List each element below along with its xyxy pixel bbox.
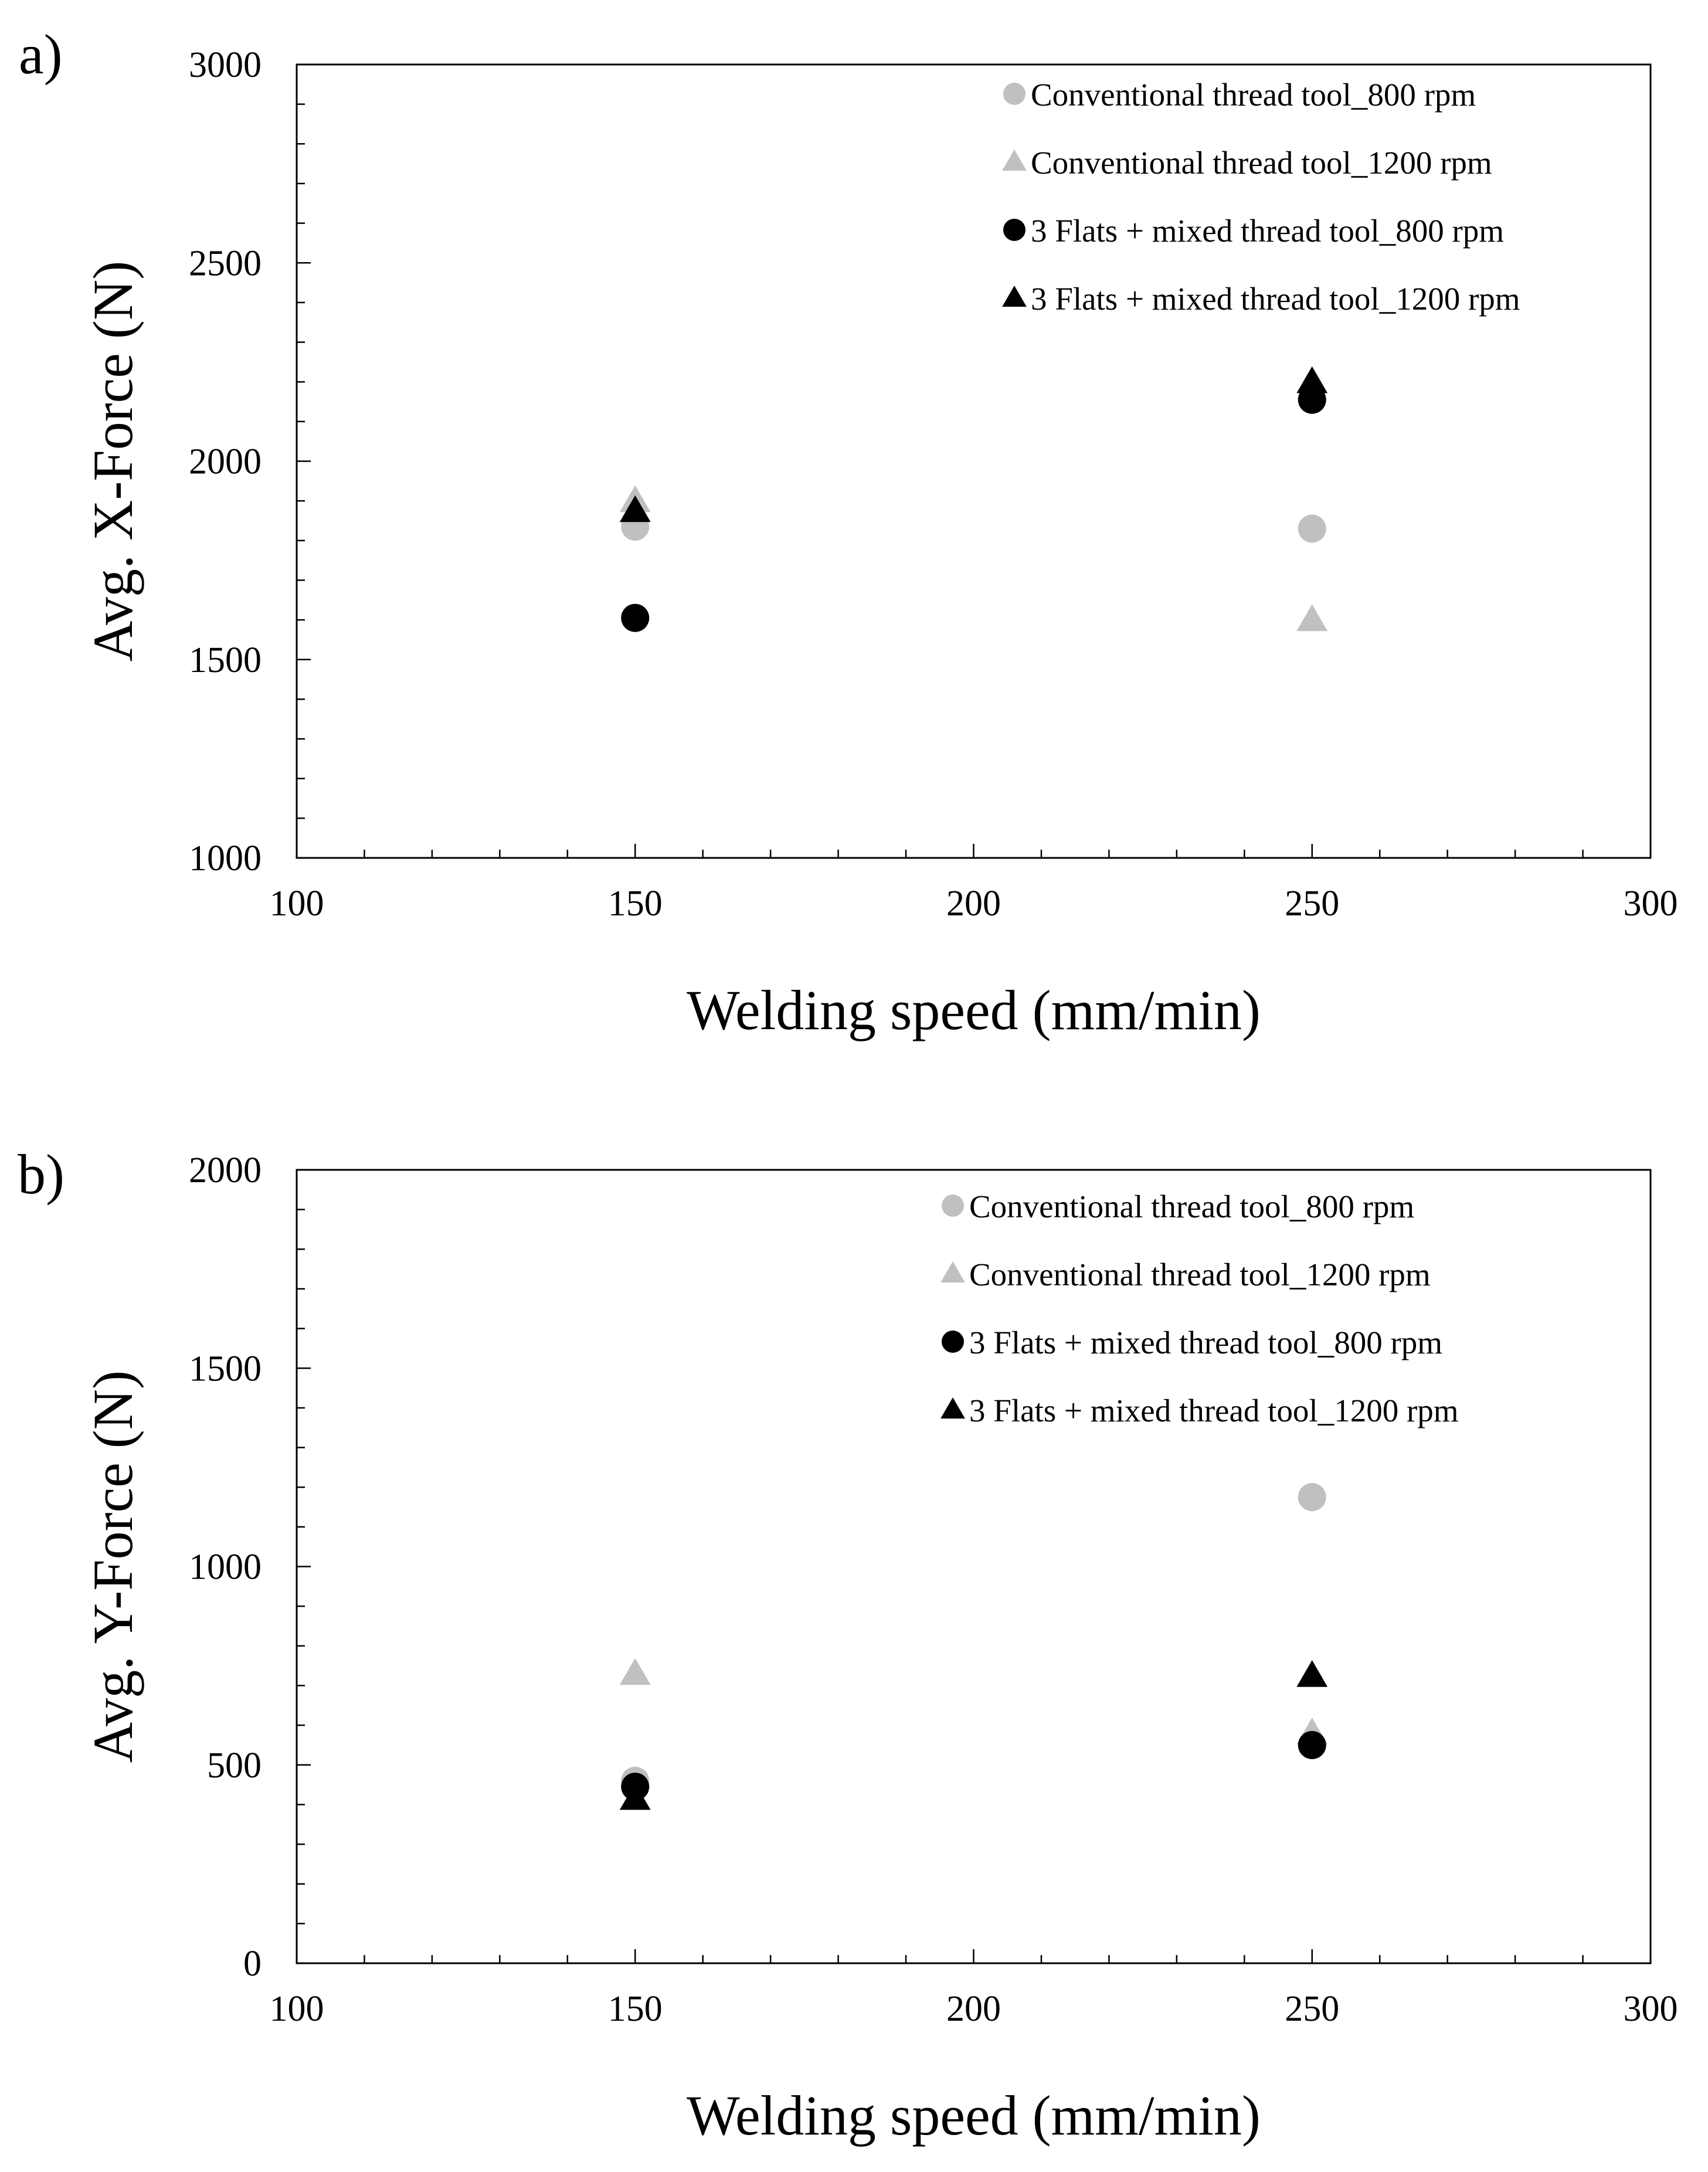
- y-tick-label: 0: [243, 1944, 262, 1984]
- y-tick-label: 500: [207, 1746, 262, 1786]
- x-tick-label: 150: [608, 884, 663, 924]
- x-tick-label: 200: [946, 1989, 1001, 2029]
- data-point: [619, 495, 651, 522]
- legend-item: Conventional thread tool_800 rpm: [942, 1189, 1414, 1224]
- data-point: [619, 1783, 651, 1810]
- data-point: [1296, 604, 1328, 632]
- panel-label: a): [19, 23, 63, 86]
- series-3: [621, 1730, 1326, 1801]
- legend-item: 3 Flats + mixed thread tool_1200 rpm: [1002, 281, 1520, 317]
- x-tick-label: 100: [270, 884, 324, 924]
- y-tick-label: 3000: [189, 45, 262, 85]
- legend-marker: [1003, 219, 1026, 241]
- x-axis-title: Welding speed (mm/min): [687, 979, 1261, 1041]
- legend-item: 3 Flats + mixed thread tool_800 rpm: [942, 1325, 1442, 1360]
- legend-marker: [940, 1261, 965, 1283]
- x-tick-label: 250: [1285, 884, 1339, 924]
- series-1: [621, 1483, 1326, 1795]
- x-tick-label: 100: [270, 1989, 324, 2029]
- series-3: [621, 385, 1326, 632]
- legend-label: 3 Flats + mixed thread tool_800 rpm: [1031, 213, 1504, 249]
- series-2: [619, 1658, 1328, 1745]
- series-4: [619, 1660, 1328, 1810]
- y-tick-label: 2000: [189, 1151, 262, 1190]
- legend: Conventional thread tool_800 rpm Conventi…: [1002, 77, 1520, 317]
- data-point: [1298, 1483, 1326, 1512]
- legend-label: Conventional thread tool_1200 rpm: [1031, 145, 1492, 181]
- data-point: [1296, 1660, 1328, 1687]
- x-tick-label: 150: [608, 1989, 663, 2029]
- y-tick-label: 2500: [189, 243, 262, 283]
- plot-frame: [296, 63, 1652, 859]
- legend-marker: [1002, 150, 1027, 171]
- legend-marker: [940, 1397, 965, 1419]
- legend-marker: [942, 1331, 964, 1353]
- series-1: [621, 513, 1326, 543]
- legend-item: 3 Flats + mixed thread tool_1200 rpm: [940, 1393, 1459, 1428]
- legend-label: 3 Flats + mixed thread tool_1200 rpm: [969, 1393, 1459, 1428]
- data-point: [621, 603, 650, 632]
- x-tick-label: 250: [1285, 1989, 1339, 2029]
- legend-label: Conventional thread tool_800 rpm: [969, 1189, 1414, 1224]
- x-tick-label: 200: [946, 884, 1001, 924]
- data-point: [1298, 514, 1326, 543]
- legend-marker: [942, 1194, 964, 1217]
- legend-item: Conventional thread tool_800 rpm: [1003, 77, 1476, 113]
- y-tick-label: 2000: [189, 442, 262, 482]
- series-4: [619, 366, 1328, 522]
- legend-item: 3 Flats + mixed thread tool_800 rpm: [1003, 213, 1504, 249]
- legend-label: 3 Flats + mixed thread tool_1200 rpm: [1031, 281, 1520, 317]
- x-tick-label: 300: [1624, 884, 1678, 924]
- panel-b-y-force-chart: 100 150 200 250 300 0 500 1000 1500 2000 Welding s…: [18, 1143, 1678, 2147]
- legend-item: Conventional thread tool_1200 rpm: [940, 1257, 1431, 1292]
- panel-label: b): [18, 1143, 64, 1206]
- legend-label: Conventional thread tool_1200 rpm: [969, 1257, 1431, 1292]
- panel-a-x-force-chart: 100 150 200 250 300 1000 1500 2000 2500 3000 Weldi…: [19, 23, 1678, 1041]
- legend-marker: [1002, 286, 1027, 307]
- legend: Conventional thread tool_800 rpm Conventi…: [940, 1189, 1459, 1428]
- series-2: [619, 485, 1328, 632]
- data-point: [1296, 366, 1328, 393]
- y-axis-title: Avg. X-Force (N): [82, 261, 144, 661]
- legend-item: Conventional thread tool_1200 rpm: [1002, 145, 1492, 181]
- legend-label: 3 Flats + mixed thread tool_800 rpm: [969, 1325, 1442, 1360]
- legend-marker: [1003, 83, 1026, 105]
- y-tick-label: 1500: [189, 640, 262, 680]
- data-point: [619, 1658, 651, 1685]
- data-point: [1298, 1730, 1326, 1759]
- y-axis-title: Avg. Y-Force (N): [82, 1370, 144, 1763]
- y-tick-label: 1500: [189, 1349, 262, 1389]
- x-tick-label: 300: [1624, 1989, 1678, 2029]
- y-tick-label: 1000: [189, 839, 262, 878]
- y-tick-label: 1000: [189, 1547, 262, 1587]
- legend-label: Conventional thread tool_800 rpm: [1031, 77, 1476, 113]
- x-axis-title: Welding speed (mm/min): [687, 2084, 1261, 2147]
